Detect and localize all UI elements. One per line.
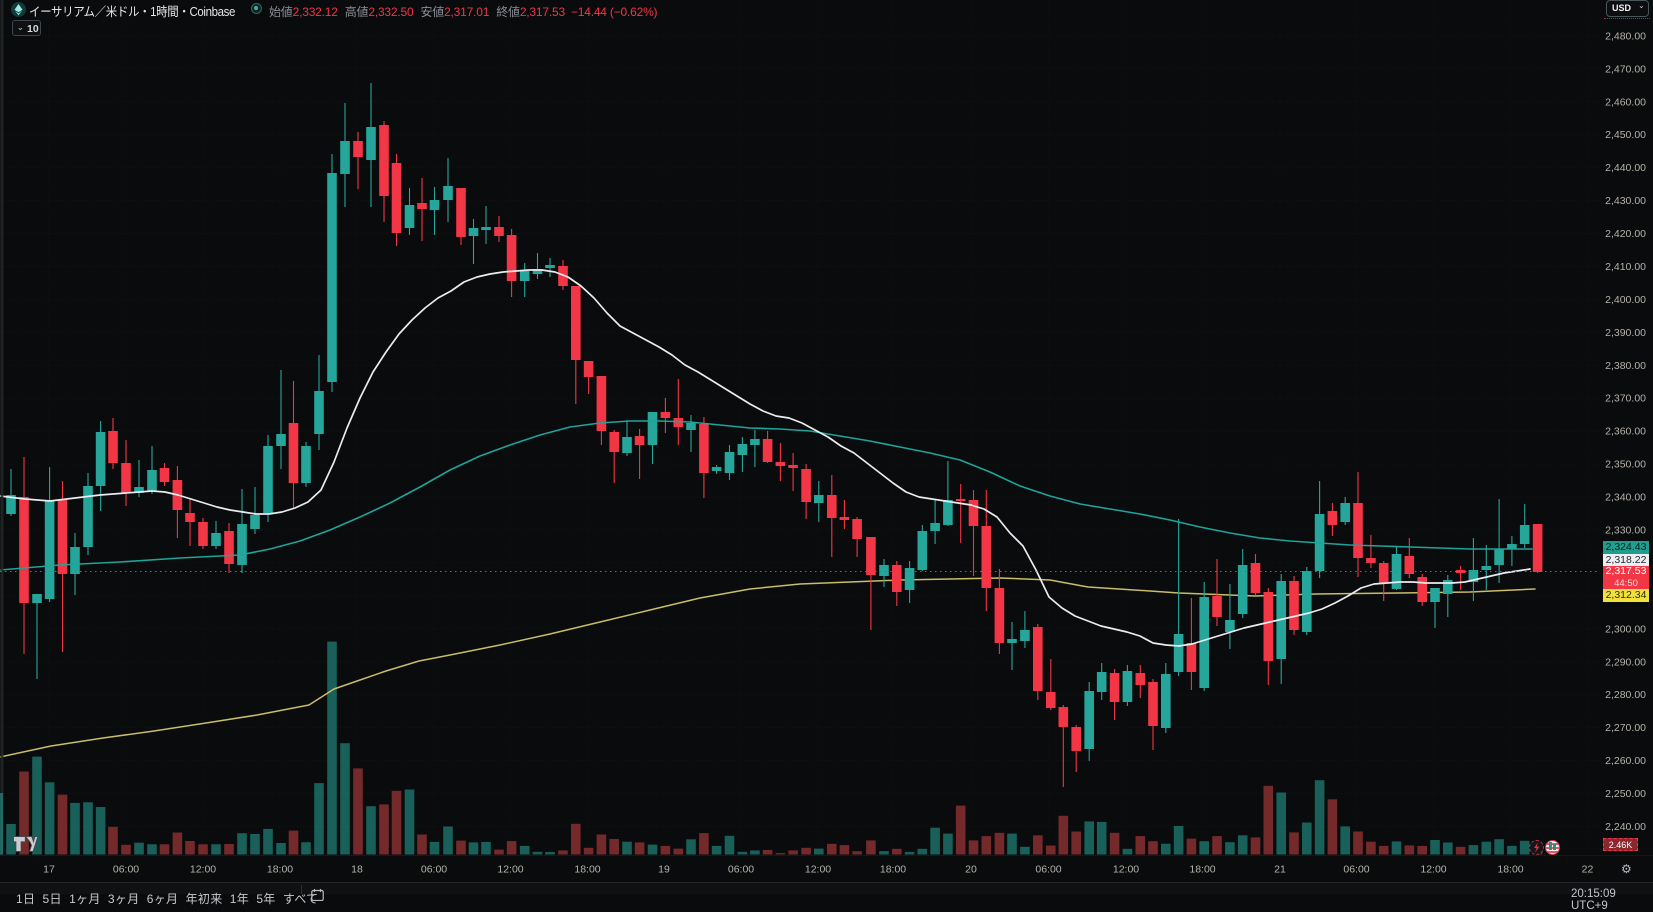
svg-text:2,330.00: 2,330.00 (1605, 525, 1646, 537)
svg-text:06:00: 06:00 (728, 864, 754, 876)
svg-text:2,250.00: 2,250.00 (1605, 788, 1646, 800)
svg-text:2,350.00: 2,350.00 (1605, 459, 1646, 471)
svg-text:06:00: 06:00 (1035, 864, 1061, 876)
svg-text:18:00: 18:00 (880, 864, 906, 876)
svg-text:12:00: 12:00 (190, 864, 216, 876)
svg-text:2,470.00: 2,470.00 (1605, 63, 1646, 75)
svg-text:2,280.00: 2,280.00 (1605, 689, 1646, 701)
svg-text:12:00: 12:00 (1420, 864, 1446, 876)
svg-text:2,270.00: 2,270.00 (1605, 722, 1646, 734)
svg-text:19: 19 (658, 864, 670, 876)
svg-text:22: 22 (1582, 864, 1594, 876)
svg-text:2,340.00: 2,340.00 (1605, 492, 1646, 504)
svg-text:2,260.00: 2,260.00 (1605, 755, 1646, 767)
svg-text:2,390.00: 2,390.00 (1605, 327, 1646, 339)
svg-text:06:00: 06:00 (421, 864, 447, 876)
svg-text:12:00: 12:00 (805, 864, 831, 876)
svg-text:2,400.00: 2,400.00 (1605, 294, 1646, 306)
svg-text:20: 20 (965, 864, 977, 876)
svg-text:2,290.00: 2,290.00 (1605, 656, 1646, 668)
svg-text:06:00: 06:00 (1343, 864, 1369, 876)
svg-text:2,460.00: 2,460.00 (1605, 96, 1646, 108)
svg-text:2,360.00: 2,360.00 (1605, 426, 1646, 438)
svg-text:18:00: 18:00 (1189, 864, 1215, 876)
svg-text:17: 17 (43, 864, 55, 876)
svg-text:2,450.00: 2,450.00 (1605, 129, 1646, 141)
svg-text:2,410.00: 2,410.00 (1605, 261, 1646, 273)
svg-text:2,380.00: 2,380.00 (1605, 360, 1646, 372)
svg-text:2,420.00: 2,420.00 (1605, 228, 1646, 240)
svg-text:18:00: 18:00 (267, 864, 293, 876)
svg-text:2,480.00: 2,480.00 (1605, 30, 1646, 42)
svg-text:21: 21 (1274, 864, 1286, 876)
svg-text:18:00: 18:00 (574, 864, 600, 876)
svg-text:12:00: 12:00 (1113, 864, 1139, 876)
svg-text:06:00: 06:00 (113, 864, 139, 876)
svg-text:12:00: 12:00 (497, 864, 523, 876)
svg-text:18:00: 18:00 (1497, 864, 1523, 876)
svg-text:2,440.00: 2,440.00 (1605, 162, 1646, 174)
svg-text:2,240.00: 2,240.00 (1605, 821, 1646, 833)
svg-text:2,300.00: 2,300.00 (1605, 623, 1646, 635)
svg-text:2,430.00: 2,430.00 (1605, 195, 1646, 207)
svg-text:18: 18 (351, 864, 363, 876)
svg-text:2,370.00: 2,370.00 (1605, 393, 1646, 405)
